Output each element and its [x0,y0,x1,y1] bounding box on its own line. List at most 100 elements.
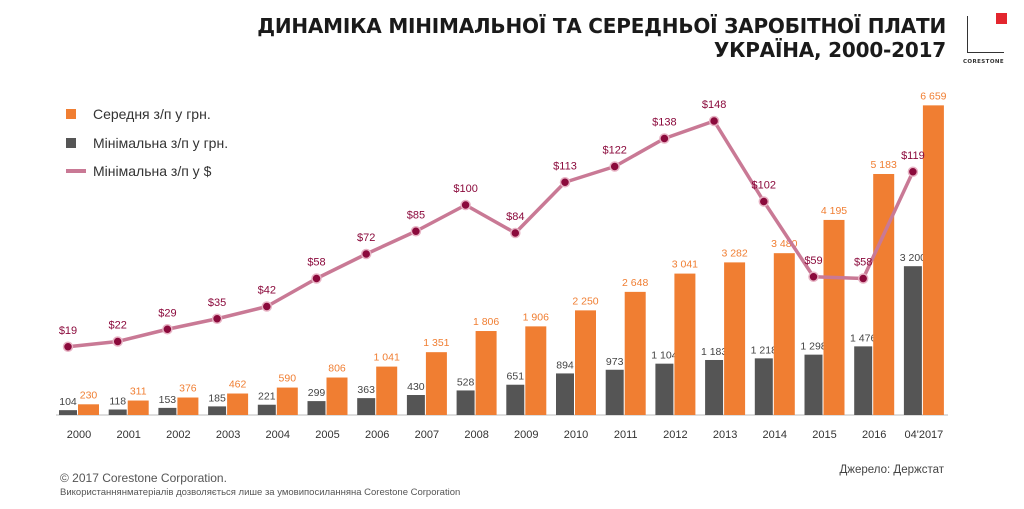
x-tick-label: 2006 [365,429,389,441]
avg-wage-label: 5 183 [871,159,897,171]
usd-point [510,227,521,239]
chart-title: ДИНАМІКА МІНІМАЛЬНОЇ ТА СЕРЕДНЬОЇ ЗАРОБІ… [257,14,946,62]
usd-label: $100 [453,183,477,195]
min-wage-bar [59,410,77,415]
title-line-2: УКРАЇНА, 2000-2017 [713,38,946,62]
min-wage-label: 104 [59,396,77,408]
x-tick-label: 2014 [763,429,787,441]
usd-point [559,177,571,188]
x-tick-label: 2007 [415,429,439,441]
min-wage-label: 153 [159,394,177,406]
min-wage-bar [705,359,724,415]
x-tick-label: 2003 [216,429,240,441]
min-wage-bar [456,390,475,415]
usd-point [261,301,273,312]
usd-label: $113 [553,160,577,172]
avg-wage-bar [773,253,795,415]
avg-wage-label: 4 195 [821,205,847,217]
min-wage-label: 973 [606,356,624,368]
min-wage-bar [357,398,376,415]
avg-wage-label: 1 906 [523,311,549,323]
x-tick-label: 2000 [67,429,91,441]
usd-point [62,341,74,352]
min-wage-label: 430 [407,381,425,393]
min-wage-label: 1 218 [751,344,777,356]
usd-point [659,133,670,144]
min-wage-label: 3 200 [900,252,926,264]
usd-point [360,248,372,260]
min-wage-bar [158,407,177,415]
min-wage-bar [655,363,674,415]
legend-swatch-average [66,109,76,119]
logo-frame [967,16,1004,53]
min-wage-bar [307,401,326,415]
min-wage-label: 221 [258,391,276,403]
corestone-logo: CORESTONE [963,12,1009,70]
min-wage-label: 528 [457,376,475,388]
min-wage-label: 651 [507,371,525,383]
min-wage-bar [556,373,574,415]
min-wage-bar [208,406,227,415]
usd-point [708,115,720,127]
usd-label: $58 [854,257,872,269]
min-wage-bar [406,395,425,415]
usd-label: $84 [506,211,524,223]
usd-point [857,273,869,284]
x-tick-label: 2001 [116,429,140,441]
avg-wage-label: 311 [130,386,147,398]
min-wage-label: 185 [208,392,226,404]
legend-label-average: Середня з/п у грн. [93,106,211,122]
usd-label: $29 [158,307,176,319]
avg-wage-label: 2 648 [622,277,648,289]
avg-wage-bar [227,393,249,415]
avg-wage-bar [376,366,398,415]
avg-wage-label: 3 282 [721,247,747,259]
avg-wage-bar [922,105,944,415]
usd-label: $59 [804,255,822,267]
x-tick-label: 2010 [564,429,588,441]
x-tick-label: 2002 [166,429,190,441]
legend-label-usd: Мінімальна з/п у $ [93,163,212,179]
usd-label: $85 [407,209,425,221]
min-wage-bar [754,358,773,415]
min-wage-label: 894 [556,359,574,371]
source-note: Джерело: Держстат [839,464,944,476]
avg-wage-label: 590 [279,373,297,385]
min-wage-bar [903,266,922,415]
avg-wage-bar [575,310,596,415]
min-wage-label: 1 298 [800,341,826,353]
usd-point [808,271,819,282]
copyright: © 2017 Corestone Corporation. [60,471,227,485]
avg-wage-bar [425,352,447,415]
x-tick-label: 2016 [862,429,886,441]
usd-label: $72 [357,232,375,244]
avg-wage-label: 3 041 [672,259,698,271]
avg-wage-bar [674,273,696,415]
title-line-1: ДИНАМІКА МІНІМАЛЬНОЇ ТА СЕРЕДНЬОЇ ЗАРОБІ… [257,14,946,38]
usd-label: $102 [752,180,776,192]
x-tick-label: 04'2017 [904,429,943,441]
x-tick-label: 2005 [315,429,339,441]
avg-wage-bar [276,387,298,415]
legend-swatch-minimum [66,138,76,148]
legend-label-minimum: Мінімальна з/п у грн. [93,135,228,151]
usd-point [410,226,422,237]
usd-label: $42 [258,285,276,297]
x-tick-label: 2015 [812,429,836,441]
x-tick-label: 2009 [514,429,538,441]
avg-wage-label: 376 [179,383,197,395]
avg-wage-bar [525,326,547,415]
usd-label: $22 [109,320,127,332]
avg-wage-label: 2 250 [572,295,598,307]
usd-point [609,161,620,172]
min-wage-label: 118 [109,396,126,408]
min-wage-label: 1 476 [850,332,876,344]
avg-wage-bar [873,173,895,415]
min-wage-bar [506,384,525,415]
usd-label: $119 [901,150,925,162]
avg-wage-label: 230 [80,389,98,401]
usd-point [211,313,223,324]
avg-wage-label: 1 041 [374,352,400,364]
avg-wage-label: 1 806 [473,316,499,328]
